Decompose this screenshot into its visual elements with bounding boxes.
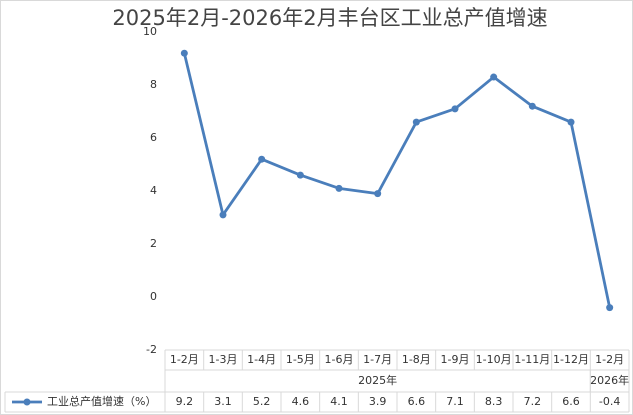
marker	[451, 105, 459, 113]
table-value: 4.6	[292, 395, 310, 408]
x-tick-label: 1-10月	[476, 353, 512, 366]
marker	[335, 184, 343, 192]
table-value: 3.1	[214, 395, 232, 408]
y-tick-label: -2	[146, 343, 157, 356]
marker	[567, 118, 575, 126]
series-line	[182, 52, 612, 308]
marker	[490, 73, 498, 81]
group-label: 2026年	[590, 373, 629, 387]
x-tick-label: 1-2月	[170, 353, 199, 366]
chart-title: 2025年2月-2026年2月丰台区工业总产值增速	[112, 6, 547, 30]
marker	[412, 118, 420, 126]
group-label: 2025年	[358, 373, 397, 387]
table-value: 7.2	[524, 395, 542, 408]
legend-marker	[23, 398, 31, 406]
table-value: 6.6	[562, 395, 580, 408]
marker	[606, 304, 614, 312]
marker	[296, 171, 304, 179]
x-tick-label: 1-2月	[595, 353, 624, 366]
y-tick-label: 10	[143, 25, 157, 38]
marker	[374, 190, 382, 198]
y-tick-label: 6	[150, 131, 157, 144]
table-value: 6.6	[408, 395, 426, 408]
x-tick-label: 1-9月	[441, 353, 470, 366]
x-tick-label: 1-11月	[514, 353, 550, 366]
x-tick-label: 1-7月	[363, 353, 392, 366]
x-tick-label: 1-6月	[325, 353, 354, 366]
table-value: 5.2	[253, 395, 271, 408]
x-tick-label: 1-8月	[402, 353, 431, 366]
y-tick-label: 0	[150, 290, 157, 303]
marker	[219, 211, 227, 219]
table-value: 7.1	[446, 395, 464, 408]
y-tick-label: 2	[150, 237, 157, 250]
x-tick-label: 1-5月	[286, 353, 315, 366]
marker	[258, 155, 266, 163]
x-tick-label: 1-12月	[553, 353, 589, 366]
y-tick-label: 4	[150, 184, 157, 197]
marker	[180, 49, 188, 57]
table-value: 4.1	[330, 395, 348, 408]
legend-label: 工业总产值增速（%）	[47, 394, 156, 408]
x-tick-label: 1-4月	[247, 353, 276, 366]
y-tick-label: 8	[150, 78, 157, 91]
table-value: 9.2	[176, 395, 194, 408]
table-value: 8.3	[485, 395, 503, 408]
table-value: 3.9	[369, 395, 387, 408]
x-tick-label: 1-3月	[209, 353, 238, 366]
table-value: -0.4	[599, 395, 620, 408]
marker	[528, 102, 536, 110]
